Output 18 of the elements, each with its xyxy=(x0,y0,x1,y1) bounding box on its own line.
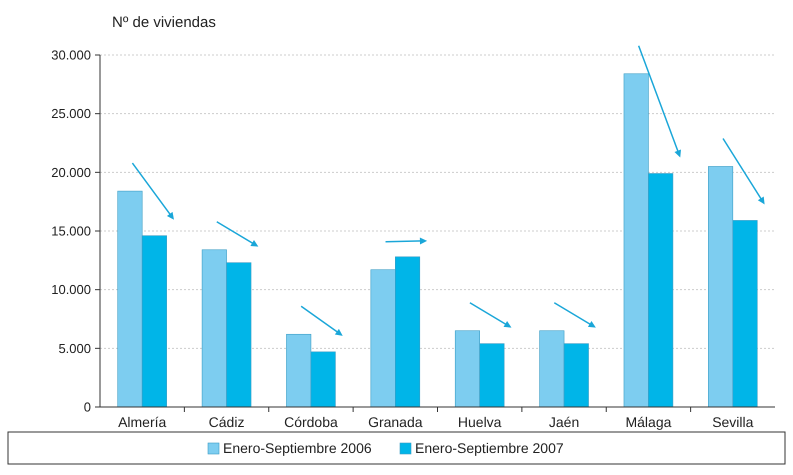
y-tick-label: 25.000 xyxy=(51,106,91,122)
y-tick-label: 10.000 xyxy=(51,282,91,298)
legend-label: Enero-Septiembre 2007 xyxy=(415,440,564,456)
y-tick-label: 20.000 xyxy=(51,164,91,180)
y-tick-label: 15.000 xyxy=(51,224,91,239)
x-tick-label: Sevilla xyxy=(712,414,754,430)
y-axis-title: Nº de viviendas xyxy=(112,14,216,31)
x-tick-label: Granada xyxy=(368,414,423,430)
x-tick-label: Almería xyxy=(118,414,167,430)
x-tick-label: Córdoba xyxy=(284,414,338,430)
x-tick-label: Huelva xyxy=(458,414,502,430)
x-tick-label: Málaga xyxy=(625,414,672,430)
x-tick-label: Cádiz xyxy=(208,414,244,430)
y-tick-label: 5.000 xyxy=(58,340,91,356)
x-tick-label: Jaén xyxy=(548,414,580,430)
y-tick-label: 30.000 xyxy=(51,48,91,63)
y-tick-label: 0 xyxy=(84,400,91,415)
legend-label: Enero-Septiembre 2006 xyxy=(223,440,372,456)
